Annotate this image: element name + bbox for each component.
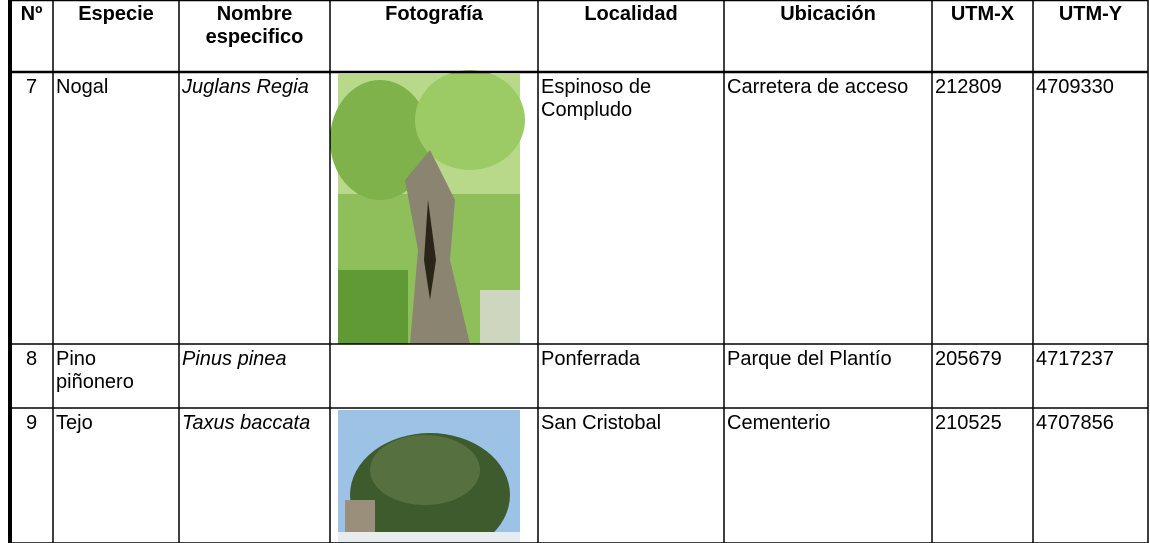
utm-y-cell: 4707856 xyxy=(1036,412,1114,434)
localidad-cell: Ponferrada xyxy=(541,348,640,370)
ubicacion-cell: Carretera de acceso xyxy=(727,76,909,98)
numero-cell: 8 xyxy=(25,348,38,370)
column-header: UTM-Y xyxy=(1058,3,1123,25)
column-header: Ubicación xyxy=(780,3,876,25)
utm-x-cell: 210525 xyxy=(935,412,1002,434)
nombre-cell: Juglans Regia xyxy=(182,76,309,98)
utm-x-cell: 205679 xyxy=(935,348,1002,370)
especie-cell: Nogal xyxy=(56,76,109,98)
column-header: UTM-X xyxy=(950,3,1015,25)
especie-cell: Tejo xyxy=(56,412,93,434)
especie-cell: Pino piñonero xyxy=(56,348,134,393)
utm-y-cell: 4709330 xyxy=(1036,76,1114,98)
numero-cell: 9 xyxy=(25,412,38,434)
utm-x-cell: 212809 xyxy=(935,76,1002,98)
nombre-cell: Pinus pinea xyxy=(182,348,287,370)
column-header: Nombre especifico xyxy=(205,3,304,48)
ubicacion-cell: Cementerio xyxy=(727,412,831,434)
column-header: Nº xyxy=(20,3,43,25)
column-header: Especie xyxy=(78,3,154,25)
column-header: Fotografía xyxy=(385,3,483,25)
numero-cell: 7 xyxy=(25,76,38,98)
nombre-cell: Taxus baccata xyxy=(182,412,311,434)
utm-y-cell: 4717237 xyxy=(1036,348,1114,370)
photo-nogal xyxy=(330,70,525,344)
ubicacion-cell: Parque del Plantío xyxy=(727,348,892,370)
localidad-cell: Espinoso de Compludo xyxy=(541,76,652,121)
column-header: Localidad xyxy=(584,3,678,25)
localidad-cell: San Cristobal xyxy=(541,412,662,434)
photo-tejo xyxy=(338,410,520,543)
